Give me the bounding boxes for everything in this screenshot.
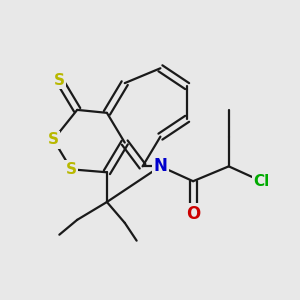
Text: O: O	[186, 205, 200, 223]
Text: S: S	[54, 73, 65, 88]
Text: S: S	[66, 162, 77, 177]
Text: S: S	[48, 132, 59, 147]
Text: Cl: Cl	[253, 174, 270, 189]
Text: N: N	[154, 157, 167, 175]
